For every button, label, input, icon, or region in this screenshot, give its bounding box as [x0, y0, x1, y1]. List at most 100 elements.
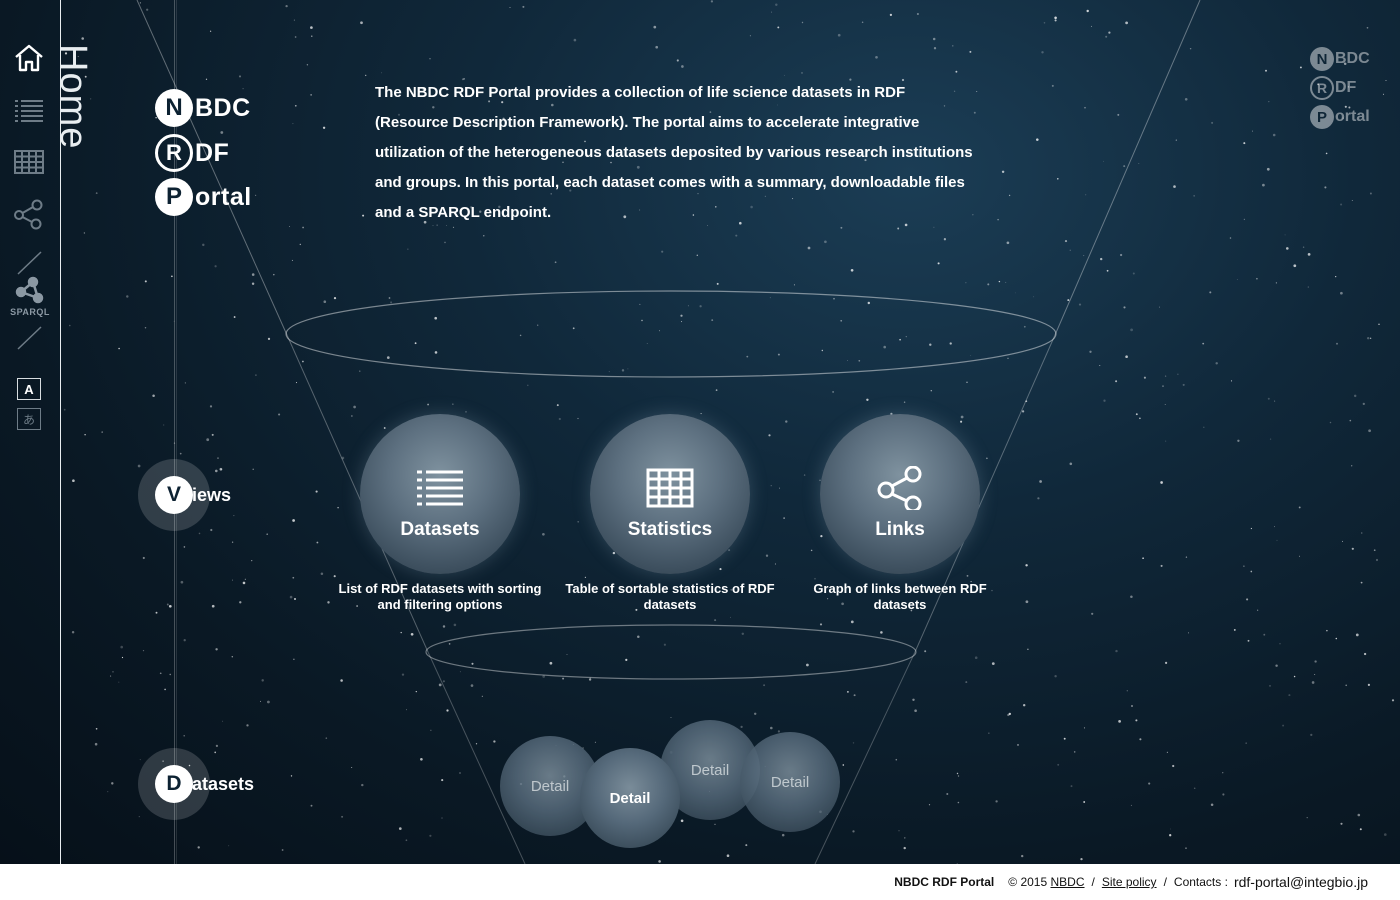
page-title: Home: [52, 44, 94, 150]
star: [623, 215, 627, 219]
view-description: List of RDF datasets with sorting and fi…: [338, 581, 542, 612]
star: [551, 103, 554, 107]
sidebar-item-statistics[interactable]: [11, 144, 47, 180]
star: [254, 194, 257, 197]
star: [83, 232, 86, 234]
star: [107, 791, 109, 793]
star: [173, 442, 176, 444]
star: [438, 683, 442, 687]
star: [699, 305, 702, 308]
star: [1375, 558, 1379, 562]
star: [325, 737, 328, 739]
star: [1169, 834, 1172, 837]
sidebar-item-sparql[interactable]: [11, 272, 47, 308]
star: [1267, 397, 1270, 400]
star: [1103, 399, 1106, 402]
star: [173, 320, 175, 322]
star: [903, 401, 906, 403]
star: [292, 123, 294, 125]
star: [558, 417, 561, 421]
sidebar-item-home[interactable]: [11, 40, 47, 76]
star: [588, 91, 590, 94]
language-japanese-button[interactable]: あ: [17, 408, 41, 430]
star: [1100, 257, 1103, 261]
star: [768, 434, 771, 437]
star: [1262, 183, 1265, 187]
footer-org-link[interactable]: NBDC: [1050, 875, 1085, 889]
star: [1008, 194, 1011, 197]
star: [1385, 80, 1387, 81]
star: [554, 261, 557, 264]
star: [608, 371, 610, 373]
footer-site-policy-link[interactable]: Site policy: [1101, 875, 1157, 889]
view-statistics-button[interactable]: Statistics: [590, 414, 750, 574]
star: [121, 656, 124, 659]
star: [1307, 286, 1309, 288]
marker-ring: V: [138, 459, 210, 531]
star: [1025, 400, 1028, 403]
star: [1115, 380, 1118, 383]
star: [861, 21, 864, 24]
star: [850, 268, 854, 272]
star: [459, 671, 461, 673]
star: [244, 578, 246, 580]
star: [311, 35, 313, 37]
star: [118, 681, 120, 683]
sidebar-item-links[interactable]: [11, 196, 47, 232]
star: [1084, 106, 1086, 109]
star: [943, 105, 946, 107]
star: [635, 608, 638, 611]
star: [1362, 402, 1365, 406]
star: [442, 625, 446, 628]
star: [432, 225, 434, 227]
star: [1209, 291, 1212, 294]
star: [1069, 249, 1072, 252]
star: [1064, 240, 1068, 243]
star: [294, 104, 297, 107]
language-english-button[interactable]: A: [17, 378, 41, 400]
star: [998, 280, 1001, 283]
star: [72, 479, 75, 483]
star: [1160, 481, 1163, 484]
star: [847, 691, 849, 693]
star: [423, 220, 427, 224]
star: [452, 403, 454, 405]
star: [220, 131, 224, 134]
star: [1269, 685, 1271, 687]
star: [1293, 264, 1297, 268]
marker-letter: V: [155, 476, 193, 514]
star: [914, 709, 917, 713]
star: [1130, 328, 1133, 332]
star: [301, 360, 304, 363]
star: [969, 50, 972, 53]
star: [1105, 35, 1108, 38]
star: [401, 673, 405, 676]
sidebar-item-datasets[interactable]: [11, 92, 47, 128]
star: [581, 588, 583, 590]
star: [1166, 751, 1168, 753]
star: [1108, 31, 1111, 34]
star: [637, 635, 640, 639]
star: [658, 330, 661, 332]
star: [266, 533, 269, 535]
star: [696, 254, 698, 256]
footer-email[interactable]: rdf-portal@integbio.jp: [1233, 874, 1368, 890]
view-label: Datasets: [400, 519, 480, 540]
star: [509, 6, 511, 9]
star: [916, 12, 919, 16]
star: [422, 88, 426, 91]
view-links-button[interactable]: Links: [820, 414, 980, 574]
star: [1083, 727, 1086, 729]
view-datasets-button[interactable]: Datasets: [360, 414, 520, 574]
footer-separator: /: [1091, 875, 1095, 889]
star: [1348, 106, 1351, 109]
detail-bubble[interactable]: Detail: [740, 732, 840, 832]
logo-word: DF: [195, 138, 230, 167]
detail-bubble[interactable]: Detail: [580, 748, 680, 848]
star: [1251, 130, 1253, 132]
star: [1367, 683, 1371, 687]
star: [233, 515, 235, 517]
star: [465, 410, 467, 413]
star: [715, 389, 718, 391]
star: [327, 601, 330, 604]
